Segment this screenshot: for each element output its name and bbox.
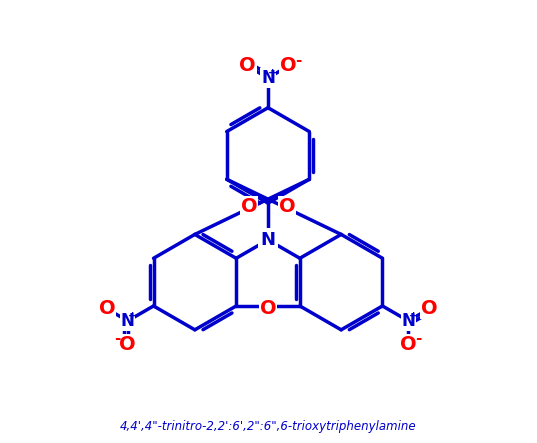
Text: O: O (400, 335, 417, 354)
Text: O: O (280, 56, 297, 75)
Text: N: N (260, 231, 275, 249)
Text: +: + (409, 311, 418, 321)
Text: O: O (239, 56, 256, 75)
Text: 4,4',4"-trinitro-2,2':6',2":6",6-trioxytriphenylamine: 4,4',4"-trinitro-2,2':6',2":6",6-trioxyt… (120, 420, 416, 433)
Text: N: N (261, 69, 275, 87)
Text: O: O (241, 197, 257, 216)
Text: O: O (420, 299, 437, 319)
Text: -: - (295, 53, 302, 67)
Text: O: O (119, 335, 136, 354)
Text: O: O (260, 299, 277, 319)
Text: N: N (121, 312, 135, 330)
Text: O: O (279, 197, 295, 216)
Text: O: O (99, 299, 115, 319)
Text: +: + (268, 68, 278, 78)
Text: -: - (114, 331, 121, 346)
Text: +: + (128, 311, 137, 321)
Text: N: N (401, 312, 415, 330)
Text: -: - (415, 331, 422, 346)
